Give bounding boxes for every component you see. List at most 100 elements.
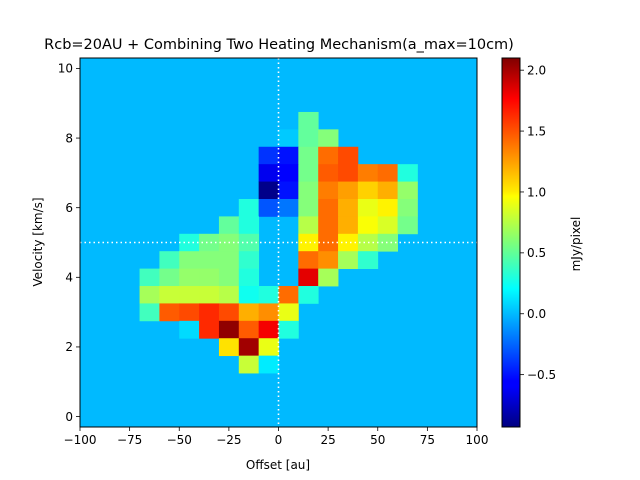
heatmap-cell [377, 233, 398, 252]
x-axis-ticks: −100 −75 −50 −25 0 25 50 75 100 [64, 427, 488, 447]
heatmap-cell [278, 146, 299, 165]
colorbar-tick-label: 1.0 [527, 185, 546, 199]
heatmap-cell [199, 251, 220, 270]
heatmap-cell [199, 286, 220, 304]
heatmap-cell [258, 286, 279, 304]
heatmap-cell [357, 198, 379, 217]
heatmap-cell [238, 216, 260, 235]
y-axis-label: Velocity [km/s] [31, 197, 45, 286]
x-tick-label: −100 [64, 433, 97, 447]
heatmap-cell [338, 216, 359, 235]
heatmap-cell [218, 286, 240, 304]
chart-title: Rcb=20AU + Combining Two Heating Mechani… [44, 37, 514, 53]
heatmap-cell [298, 129, 319, 148]
y-tick-label: 10 [58, 62, 73, 76]
heatmap-cell [258, 146, 279, 165]
reference-lines [80, 58, 477, 427]
heatmap-cell [258, 164, 279, 182]
heatmap-cell [377, 181, 398, 200]
heatmap-cell [159, 268, 180, 287]
heatmap-cell [298, 181, 319, 200]
heatmap-cells [139, 111, 418, 374]
heatmap-cell [238, 303, 260, 322]
heatmap-cell [258, 181, 279, 200]
x-tick-label: 50 [370, 433, 385, 447]
heatmap-cell [338, 251, 359, 270]
heatmap-cell [159, 286, 180, 304]
colorbar-gradient [501, 57, 521, 428]
heatmap-cell [357, 251, 379, 270]
y-tick-label: 6 [65, 201, 73, 215]
heatmap-cell [318, 164, 339, 182]
heatmap-cell [159, 303, 180, 322]
heatmap-cell [258, 338, 279, 357]
heatmap-cell [258, 355, 279, 374]
heatmap-cell [377, 198, 398, 217]
heatmap-cell [238, 355, 260, 374]
colorbar-tick-label: −0.5 [527, 368, 556, 382]
heatmap-cell [318, 251, 339, 270]
heatmap-cell [218, 251, 240, 270]
heatmap-cell [318, 268, 339, 287]
heatmap-cell [179, 320, 200, 339]
y-tick-label: 0 [65, 410, 73, 424]
colorbar-label: mJy/pixel [569, 217, 583, 272]
heatmap-cell [218, 268, 240, 287]
heatmap-cell [338, 181, 359, 200]
heatmap-cell [397, 181, 418, 200]
heatmap-cell [258, 303, 279, 322]
heatmap-cell [238, 338, 260, 357]
x-axis-label: Offset [au] [246, 458, 310, 472]
x-tick-label: 25 [320, 433, 335, 447]
heatmap-cell [218, 320, 240, 339]
colorbar-tick-label: 0.5 [527, 246, 546, 260]
heatmap-cell [278, 303, 299, 322]
heatmap-cell [179, 251, 200, 270]
heatmap-cell [179, 286, 200, 304]
heatmap-cell [298, 286, 319, 304]
plot-area [79, 57, 478, 428]
heatmap-cell [238, 198, 260, 217]
colorbar-tick-label: 1.5 [527, 124, 546, 138]
heatmap-cell [338, 198, 359, 217]
heatmap-cell [318, 181, 339, 200]
heatmap-cell [159, 251, 180, 270]
heatmap-cell [258, 198, 279, 217]
heatmap-cell [298, 146, 319, 165]
heatmap-cell [298, 198, 319, 217]
heatmap-cell [318, 198, 339, 217]
heatmap-cell [238, 251, 260, 270]
heatmap-cell [199, 268, 220, 287]
heatmap-cell [258, 320, 279, 339]
heatmap-cell [298, 268, 319, 287]
heatmap-cell [278, 181, 299, 200]
heatmap-cell [377, 164, 398, 182]
heatmap-cell [357, 216, 379, 235]
heatmap-cell [278, 198, 299, 217]
heatmap-cell [338, 146, 359, 165]
heatmap-cell [199, 320, 220, 339]
heatmap-cell [218, 303, 240, 322]
heatmap-cell [298, 164, 319, 182]
x-tick-label: −50 [167, 433, 192, 447]
heatmap-cell [179, 268, 200, 287]
heatmap-cell [338, 164, 359, 182]
heatmap-cell [318, 146, 339, 165]
heatmap-cell [139, 303, 160, 322]
heatmap-cell [357, 181, 379, 200]
x-tick-label: −25 [216, 433, 241, 447]
heatmap-cell [397, 198, 418, 217]
heatmap-cell [218, 216, 240, 235]
heatmap-cell [278, 286, 299, 304]
heatmap-cell [298, 233, 319, 252]
heatmap-cell [278, 320, 299, 339]
colorbar-tick-label: 2.0 [527, 63, 546, 77]
heatmap-cell [139, 286, 160, 304]
heatmap-cell [298, 251, 319, 270]
heatmap-cell [238, 286, 260, 304]
heatmap-cell [397, 164, 418, 182]
heatmap-cell [298, 216, 319, 235]
heatmap-cell [318, 216, 339, 235]
heatmap-cell [199, 303, 220, 322]
colorbar: −0.5 0.0 0.5 1.0 1.5 2.0 mJy/pixel [501, 57, 583, 428]
